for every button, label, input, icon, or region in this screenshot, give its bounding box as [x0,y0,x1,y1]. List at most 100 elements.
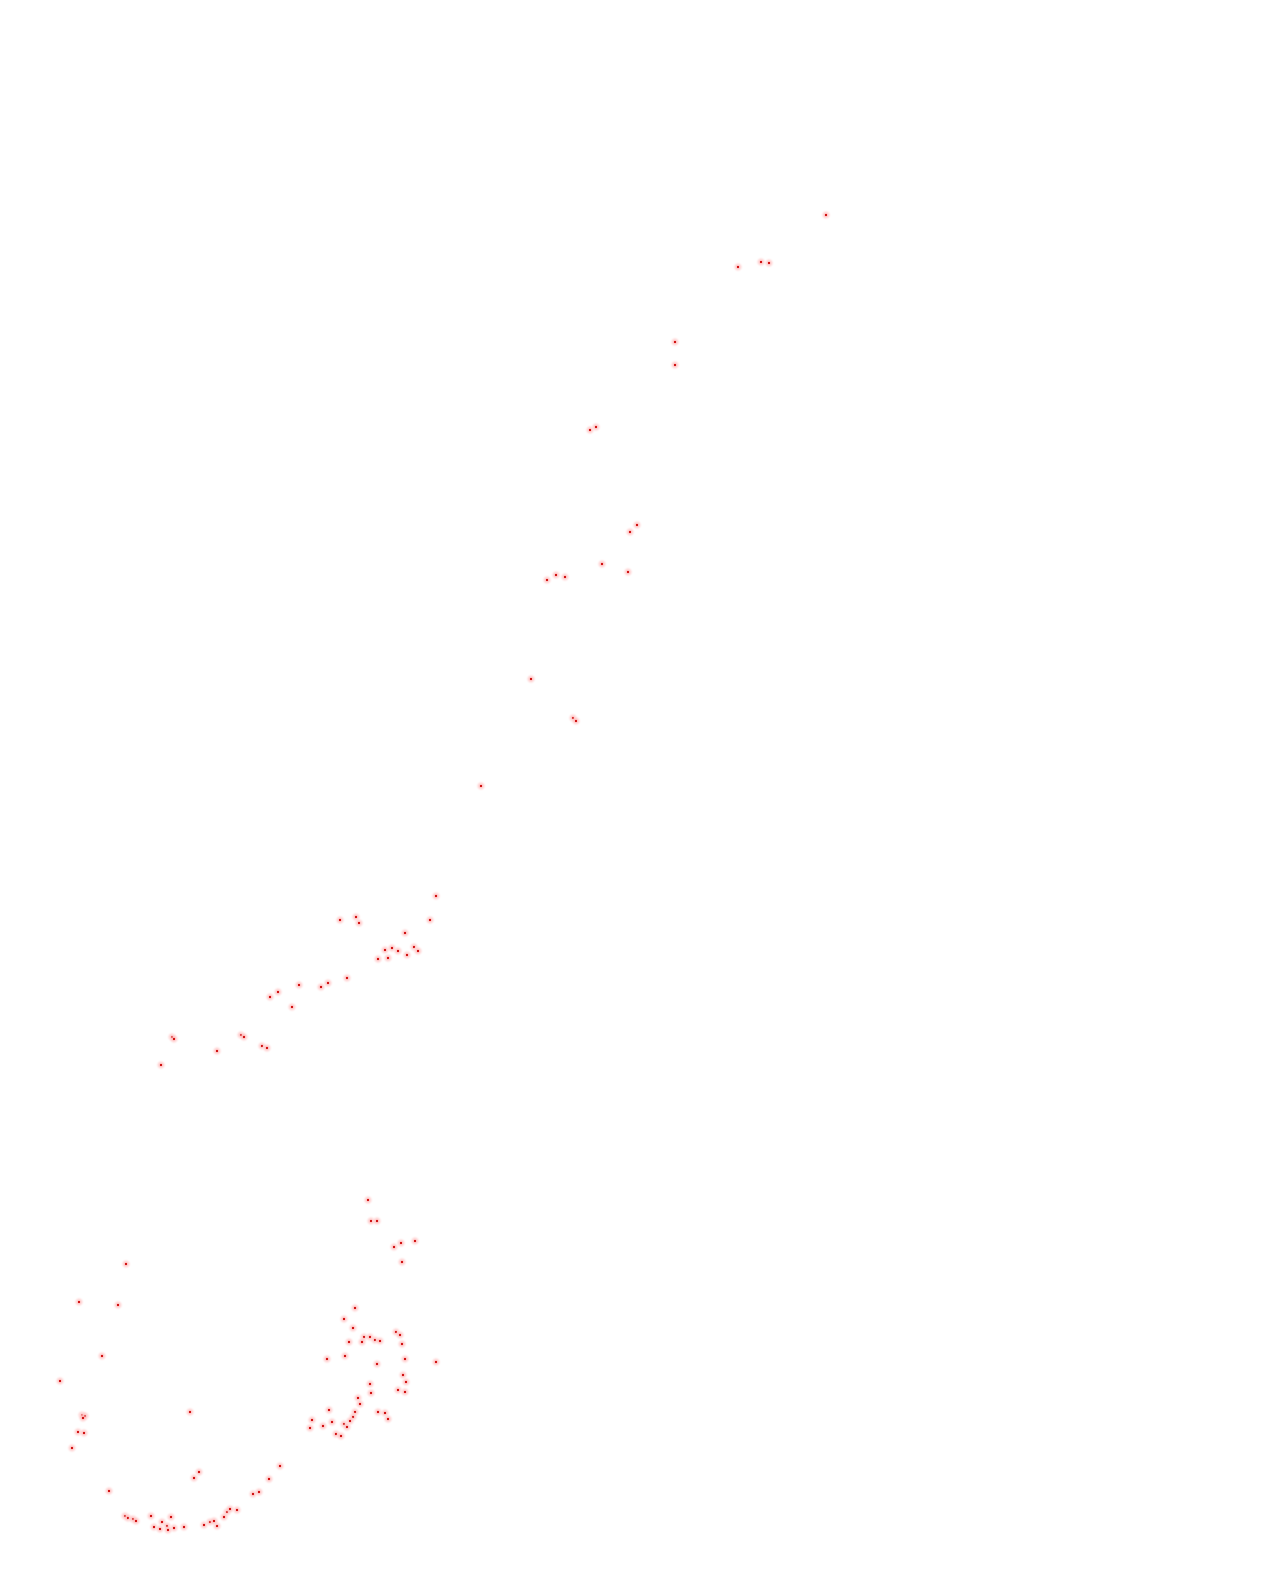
location-marker-dot [375,1362,379,1366]
location-marker-dot [326,981,330,985]
location-marker [365,1387,377,1399]
location-marker [78,1427,90,1439]
location-marker-dot [348,1419,352,1423]
location-marker [596,558,608,570]
location-marker-dot [267,1477,271,1481]
location-marker [371,1215,383,1227]
location-marker-dot [628,530,632,534]
location-marker-dot [228,1507,232,1511]
location-marker-dot [416,949,420,953]
location-marker-dot [70,1446,74,1450]
location-marker-dot [375,1219,379,1223]
location-marker-dot [345,976,349,980]
location-marker-dot [321,1424,325,1428]
location-marker-dot [251,1492,255,1496]
location-marker [732,261,744,273]
location-marker [590,421,602,433]
location-marker-dot [172,1526,176,1530]
location-marker-dot [235,1508,239,1512]
location-marker-dot [297,983,301,987]
location-marker [396,1256,408,1268]
location-marker [188,1472,200,1484]
location-marker-dot [166,1528,170,1532]
location-marker-dot [327,1408,331,1412]
location-marker-dot [396,949,400,953]
location-marker-dot [673,340,677,344]
location-markers [54,209,832,1536]
location-marker-dot [673,363,677,367]
location-marker [550,569,562,581]
location-marker [392,945,404,957]
location-marker [631,519,643,531]
location-marker-dot [268,995,272,999]
location-marker-dot [378,1339,382,1343]
location-marker-dot [257,1490,261,1494]
location-marker-dot [405,953,409,957]
location-marker [145,1510,157,1522]
location-marker [400,1376,412,1388]
location-marker [475,780,487,792]
location-marker [374,1335,386,1347]
location-marker-dot [400,1342,404,1346]
location-marker [356,1336,368,1348]
location-marker [326,1416,338,1428]
location-marker-dot [325,1357,329,1361]
location-marker-dot [399,1241,403,1245]
location-marker-dot [124,1262,128,1266]
location-marker [424,914,436,926]
location-marker-dot [107,1489,111,1493]
location-marker-dot [376,957,380,961]
location-marker-dot [398,1333,402,1337]
location-marker-dot [215,1049,219,1053]
location-marker-dot [413,1239,417,1243]
location-marker-dot [265,1046,269,1050]
location-marker-dot [434,894,438,898]
location-marker-dot [390,946,394,950]
location-marker [253,1486,265,1498]
location-marker-dot [554,573,558,577]
location-marker [570,715,582,727]
location-marker-dot [169,1515,173,1519]
location-marker-dot [396,1388,400,1392]
location-marker [112,1299,124,1311]
location-marker-dot [149,1514,153,1518]
location-marker [395,1237,407,1249]
location-marker-dot [182,1525,186,1529]
location-marker-dot [319,985,323,989]
location-marker-dot [403,1357,407,1361]
location-marker [261,1042,273,1054]
location-marker-dot [479,784,483,788]
location-marker [66,1442,78,1454]
location-marker [349,1302,361,1314]
location-marker [343,1336,355,1348]
location-marker-dot [100,1354,104,1358]
location-marker-dot [383,948,387,952]
location-marker-dot [366,1198,370,1202]
location-marker-dot [330,1420,334,1424]
location-marker-dot [192,1476,196,1480]
location-marker-dot [188,1410,192,1414]
location-marker [372,953,384,965]
location-marker [669,336,681,348]
location-marker [430,1356,442,1368]
location-marker-dot [310,1418,314,1422]
location-marker [409,1235,421,1247]
location-marker [293,979,305,991]
location-marker [755,256,767,268]
location-marker-dot [767,261,771,265]
location-marker [154,1523,166,1535]
location-marker [323,1404,335,1416]
location-marker [286,1001,298,1013]
location-marker-dot [347,1340,351,1344]
location-marker-dot [600,562,604,566]
location-marker [335,1430,347,1442]
location-marker [77,1412,89,1424]
location-marker [354,1398,366,1410]
location-marker [224,1503,236,1515]
location-marker [624,526,636,538]
location-marker-dot [212,1519,216,1523]
location-marker-dot [434,1360,438,1364]
location-marker-dot [736,265,740,269]
location-marker-dot [386,956,390,960]
